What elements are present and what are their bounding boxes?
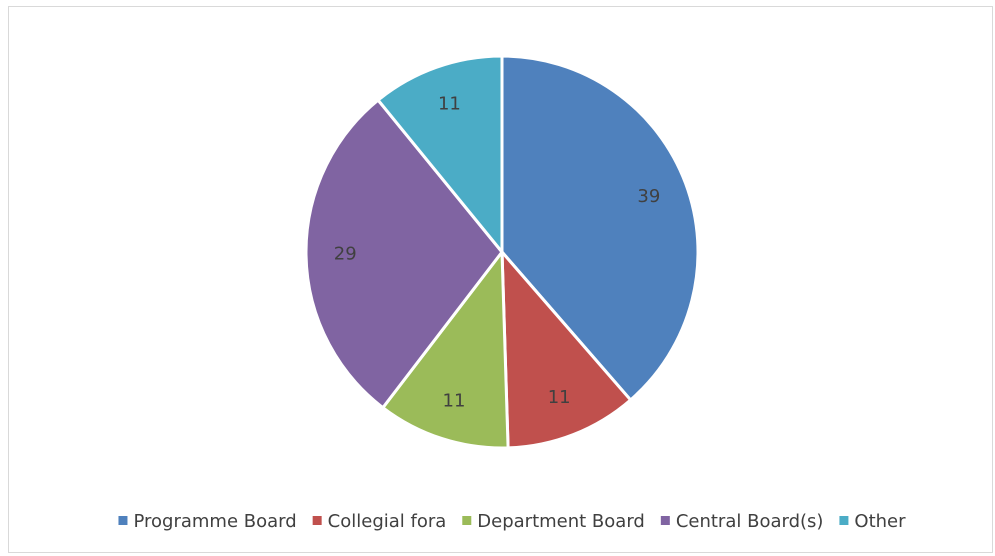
- pie-slice: [380, 247, 510, 450]
- pie-slice: [304, 98, 504, 410]
- legend-swatch: [118, 516, 128, 525]
- legend-swatch: [462, 516, 472, 525]
- legend-swatch: [312, 516, 322, 525]
- legend-label: Programme Board: [133, 511, 296, 532]
- pie-slice: [375, 54, 504, 257]
- legend-swatch: [839, 516, 849, 525]
- legend-label: Other: [854, 511, 906, 532]
- data-label: 39: [637, 186, 660, 207]
- legend-label: Central Board(s): [676, 511, 824, 532]
- data-label: 11: [548, 387, 571, 408]
- pie-slice: [500, 247, 633, 450]
- legend-label: Collegial fora: [328, 511, 447, 532]
- pie-slice: [500, 54, 700, 403]
- data-label: 29: [334, 243, 357, 264]
- data-label: 11: [443, 390, 466, 411]
- legend-label: Department Board: [477, 511, 645, 532]
- legend-swatch: [660, 516, 670, 525]
- data-label: 11: [438, 93, 461, 114]
